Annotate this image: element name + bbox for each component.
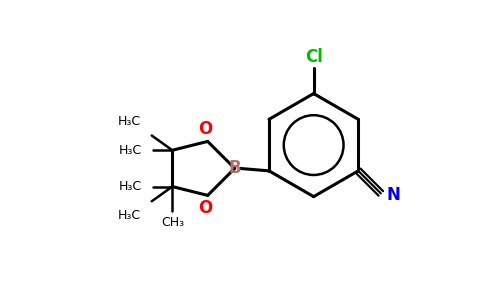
Text: O: O	[198, 199, 213, 217]
Text: H₃C: H₃C	[119, 144, 142, 157]
Text: H₃C: H₃C	[117, 115, 140, 128]
Text: H₃C: H₃C	[119, 180, 142, 193]
Text: Cl: Cl	[305, 48, 322, 66]
Text: H₃C: H₃C	[117, 209, 140, 222]
Text: N: N	[387, 186, 401, 204]
Text: CH₃: CH₃	[161, 215, 184, 229]
Text: B: B	[228, 159, 241, 177]
Text: O: O	[198, 120, 213, 138]
